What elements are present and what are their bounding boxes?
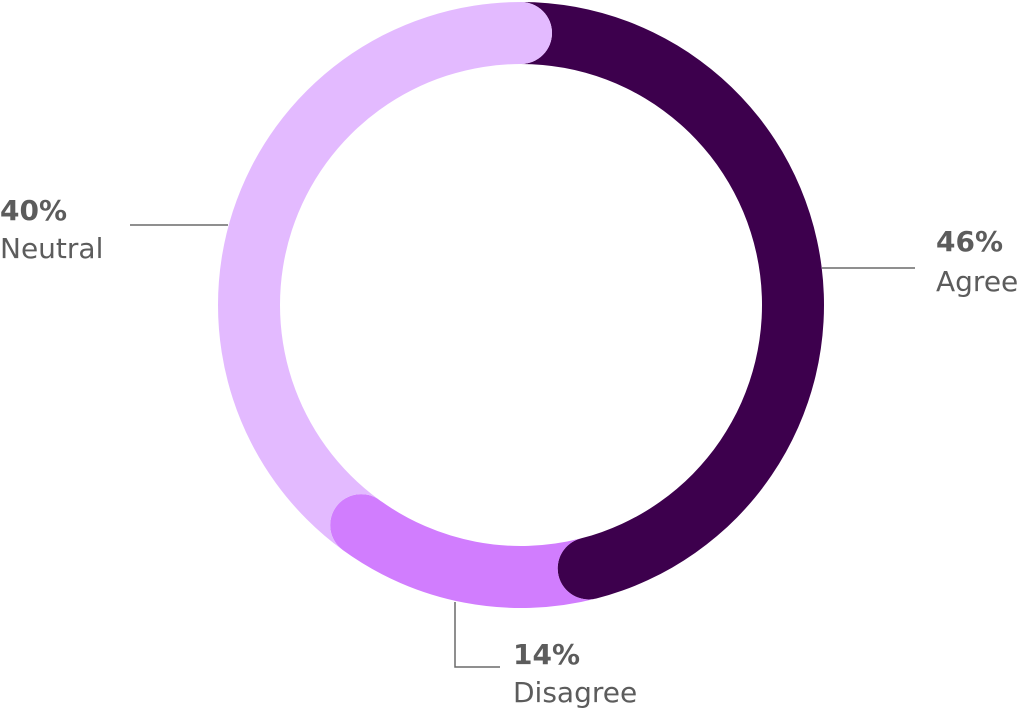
category-label: Disagree	[513, 676, 637, 709]
value-label: 40%	[0, 194, 67, 227]
donut-segment	[330, 494, 597, 608]
value-label: 46%	[936, 225, 1003, 258]
donut-segment	[521, 2, 825, 600]
category-label: Agree	[936, 265, 1018, 298]
category-label: Neutral	[0, 232, 103, 265]
leader-line	[454, 602, 500, 668]
value-label: 14%	[513, 638, 580, 671]
donut-segment	[217, 2, 552, 551]
